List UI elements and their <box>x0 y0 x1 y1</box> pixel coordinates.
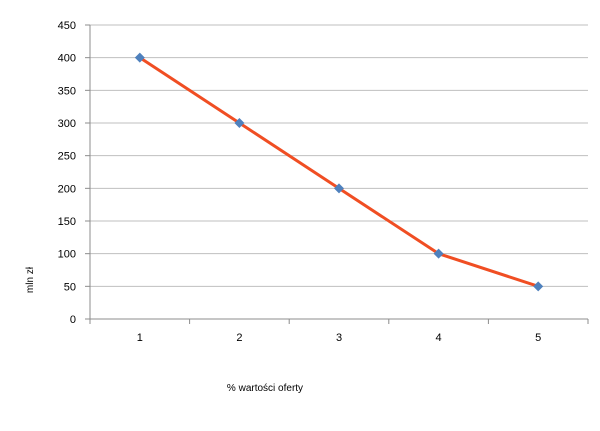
y-tick-label: 350 <box>58 85 76 97</box>
series <box>134 52 544 292</box>
data-point-marker <box>433 248 444 259</box>
y-tick-label: 250 <box>58 151 76 163</box>
y-tick-label: 400 <box>58 53 76 65</box>
x-tick-label: 2 <box>236 332 242 344</box>
x-tick-label: 1 <box>137 332 143 344</box>
y-tick-label: 100 <box>58 249 76 261</box>
x-tick-label: 3 <box>336 332 342 344</box>
y-tick-label: 50 <box>64 281 76 293</box>
y-tick-label: 300 <box>58 118 76 130</box>
x-tick-label: 5 <box>535 332 541 344</box>
y-tick-label: 150 <box>58 216 76 228</box>
axes <box>85 24 589 324</box>
data-point-marker <box>134 52 145 63</box>
y-tick-label: 450 <box>58 20 76 32</box>
data-point-marker <box>533 281 544 292</box>
series-line <box>138 56 539 288</box>
gridlines <box>90 24 588 287</box>
y-tick-label: 200 <box>58 183 76 195</box>
y-axis-title: mln zł <box>25 266 36 293</box>
x-tick-labels: 1 2 3 4 5 <box>137 332 542 344</box>
data-point-marker <box>334 183 344 194</box>
x-tick-label: 4 <box>436 332 442 344</box>
x-axis-title: % wartości oferty <box>227 383 303 394</box>
y-tick-labels: 0 50 100 150 200 250 300 350 400 450 <box>58 20 76 326</box>
data-point-marker <box>234 118 245 128</box>
y-tick-label: 0 <box>70 314 76 326</box>
